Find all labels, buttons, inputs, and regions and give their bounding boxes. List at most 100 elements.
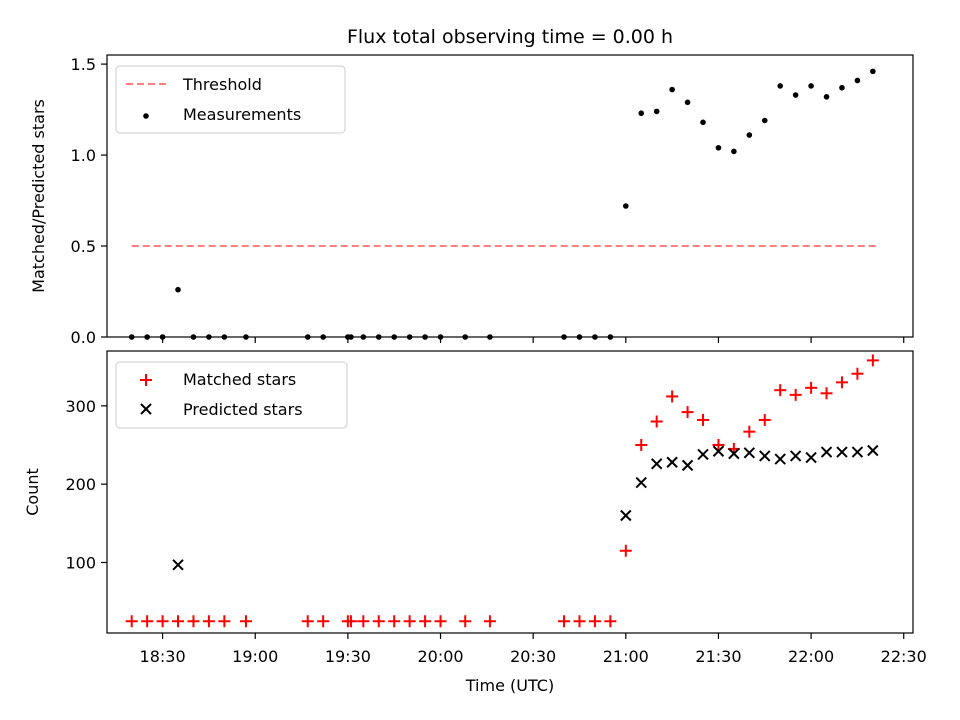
predicted-star-point xyxy=(743,447,756,459)
measurement-point xyxy=(761,117,768,124)
matched-star-point xyxy=(820,387,833,400)
legend-predicted-swatch xyxy=(140,403,152,415)
predicted-star-point xyxy=(681,459,694,472)
chart-title: Flux total observing time = 0.00 h xyxy=(347,26,673,48)
matched-star-point xyxy=(774,384,787,397)
predicted-star-point xyxy=(836,446,848,458)
top-y-tick-label: 0.5 xyxy=(71,237,96,256)
predicted-star-point xyxy=(789,450,802,462)
legend-threshold-label: Threshold xyxy=(182,75,262,94)
matched-star-point xyxy=(317,615,330,628)
top-panel: Matched/Predicted stars 0.0 0.5 1.0 1.5 Thr… xyxy=(29,54,914,347)
matched-star-point xyxy=(851,367,864,380)
bottom-y-tick-label: 300 xyxy=(65,397,96,416)
matched-star-point xyxy=(388,615,401,628)
matched-star-point xyxy=(125,615,138,628)
measurement-point xyxy=(320,334,326,340)
bottom-x-ticks: 18:30 19:00 19:30 20:00 20:30 21:00 21:30 22:00… xyxy=(140,633,927,666)
measurement-point xyxy=(746,132,753,138)
measurement-point xyxy=(607,334,614,340)
matched-star-point xyxy=(403,615,416,628)
matched-star-point xyxy=(301,615,314,628)
matched-star-point xyxy=(141,615,154,628)
measurement-point xyxy=(144,334,150,340)
measurement-point xyxy=(437,334,444,340)
predicted-star-point xyxy=(759,450,771,462)
measurement-point xyxy=(360,334,367,340)
top-legend: Threshold Measurements xyxy=(115,65,346,134)
predicted-star-point xyxy=(172,559,184,571)
bottom-series xyxy=(125,354,879,628)
matched-star-point xyxy=(459,615,472,628)
matched-star-point xyxy=(712,439,725,451)
x-tick-label: 19:30 xyxy=(325,647,371,666)
matched-star-point xyxy=(588,615,601,628)
predicted-star-point xyxy=(774,453,786,465)
top-x-ticks xyxy=(161,337,905,343)
matched-star-point xyxy=(697,413,710,426)
x-tick-label: 20:30 xyxy=(510,647,556,666)
bottom-y-tick-label: 100 xyxy=(65,554,96,573)
measurement-point xyxy=(175,286,181,293)
legend-measurements-swatch xyxy=(143,113,149,119)
matched-star-point xyxy=(650,415,663,428)
x-tick-label: 18:30 xyxy=(140,647,186,666)
matched-star-point xyxy=(619,544,632,557)
matched-star-point xyxy=(866,354,879,367)
top-legend-box xyxy=(115,65,346,134)
x-tick-label: 22:00 xyxy=(788,647,834,666)
matched-star-point xyxy=(743,425,756,438)
measurement-point xyxy=(638,110,645,117)
measurement-point xyxy=(777,83,784,89)
measurement-point xyxy=(206,334,212,340)
measurement-point xyxy=(406,334,413,340)
measurement-point xyxy=(561,334,567,340)
matched-star-point xyxy=(156,615,169,628)
measurement-point xyxy=(128,334,135,340)
top-series xyxy=(128,68,876,340)
x-tick-label: 19:00 xyxy=(232,647,278,666)
measurement-point xyxy=(304,334,311,340)
measurement-point xyxy=(854,77,861,84)
top-y-axis-label: Matched/Predicted stars xyxy=(29,99,48,293)
measurement-point xyxy=(190,334,197,340)
legend-measurements-label: Measurements xyxy=(183,105,301,124)
measurement-point xyxy=(462,334,469,340)
predicted-star-point xyxy=(728,447,740,460)
bottom-legend: Matched stars Predicted stars xyxy=(115,361,348,429)
bottom-panel: Count 100 200 300 18:30 19:00 19:30 20:00 20:3… xyxy=(23,350,927,666)
measurement-point xyxy=(159,334,166,340)
matched-star-point xyxy=(372,615,385,628)
predicted-star-point xyxy=(851,446,864,458)
measurement-point xyxy=(375,334,382,340)
matched-star-point xyxy=(357,615,370,628)
measurement-point xyxy=(839,84,845,91)
x-tick-label: 21:30 xyxy=(695,647,741,666)
measurement-point xyxy=(348,334,354,340)
predicted-star-point xyxy=(805,451,817,464)
bottom-y-axis-label: Count xyxy=(23,468,42,516)
matched-star-point xyxy=(218,615,231,628)
bottom-y-tick-label: 200 xyxy=(65,475,96,494)
measurement-point xyxy=(808,83,814,89)
matched-star-point xyxy=(187,615,200,628)
measurement-point xyxy=(653,108,660,115)
predicted-star-point xyxy=(620,509,632,522)
legend-matched-swatch xyxy=(140,374,152,386)
predicted-star-point xyxy=(666,456,678,468)
measurement-point xyxy=(870,68,876,75)
x-tick-label: 22:30 xyxy=(881,647,927,666)
measurement-point xyxy=(576,334,583,340)
top-y-tick-label: 0.0 xyxy=(71,328,96,347)
matched-star-point xyxy=(604,615,617,628)
predicted-star-point xyxy=(867,444,879,457)
top-y-tick-label: 1.5 xyxy=(71,55,96,74)
matched-star-point xyxy=(666,390,679,403)
matched-star-point xyxy=(344,615,357,628)
matched-star-point xyxy=(805,381,818,394)
measurement-point xyxy=(221,334,228,340)
measurement-point xyxy=(792,92,799,98)
matched-star-point xyxy=(635,439,648,451)
predicted-star-point xyxy=(697,448,709,461)
matched-star-point xyxy=(202,615,215,628)
